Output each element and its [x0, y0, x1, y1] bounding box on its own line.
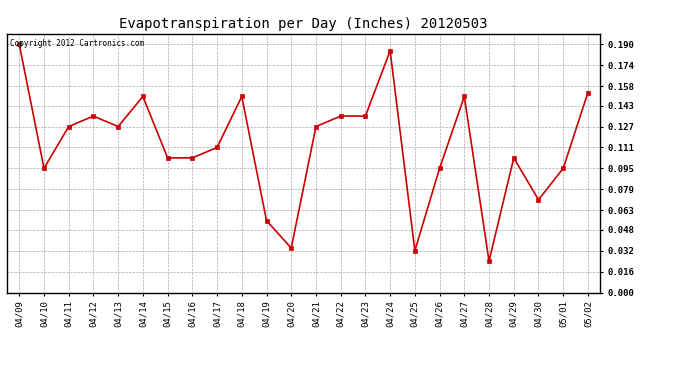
Title: Evapotranspiration per Day (Inches) 20120503: Evapotranspiration per Day (Inches) 2012…: [119, 17, 488, 31]
Text: Copyright 2012 Cartronics.com: Copyright 2012 Cartronics.com: [10, 39, 144, 48]
